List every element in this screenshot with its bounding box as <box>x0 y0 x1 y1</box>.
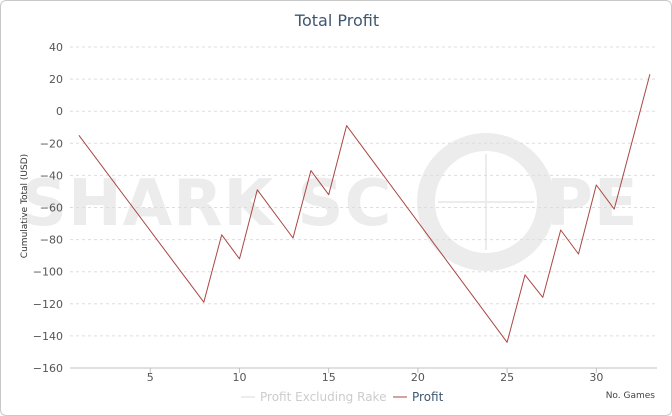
watermark-text-right: PE <box>546 167 639 241</box>
chart-title: Total Profit <box>294 11 379 30</box>
x-tick-label: 15 <box>322 371 336 384</box>
watermark-text-left: SHARK SC <box>21 167 392 241</box>
y-tick-label: −160 <box>33 362 63 375</box>
legend: Profit Excluding Rake Profit <box>241 390 444 404</box>
y-tick-label: −100 <box>33 266 63 279</box>
legend-item-profit: Profit <box>412 390 444 404</box>
y-axis-ticks: 40 20 0 −20 −40 −60 −80 −100 −120 −140 −160 <box>33 41 63 375</box>
x-axis-ticks: 5 10 15 20 25 30 <box>147 368 603 384</box>
y-tick-label: −140 <box>33 330 63 343</box>
y-tick-label: −80 <box>40 234 63 247</box>
series-line-profit <box>78 74 651 343</box>
watermark-scope-icon <box>417 133 555 271</box>
x-tick-label: 5 <box>147 371 154 384</box>
legend-item-profit-excluding-rake: Profit Excluding Rake <box>260 390 386 404</box>
series-lines <box>78 74 651 343</box>
x-tick-label: 30 <box>589 371 603 384</box>
y-tick-label: 40 <box>49 41 63 54</box>
y-tick-label: −20 <box>40 137 63 150</box>
grid-lines <box>70 46 657 337</box>
x-tick-label: 20 <box>411 371 425 384</box>
y-tick-label: −40 <box>40 169 63 182</box>
y-tick-label: −120 <box>33 298 63 311</box>
y-axis-label: Cumulative Total (USD) <box>20 154 30 258</box>
x-tick-label: 10 <box>232 371 246 384</box>
x-axis-label: No. Games <box>606 391 656 401</box>
x-tick-label: 25 <box>500 371 514 384</box>
y-tick-label: −60 <box>40 202 63 215</box>
sharkscope-watermark: SHARK SC PE <box>21 133 639 271</box>
y-tick-label: 20 <box>49 73 63 86</box>
y-tick-label: 0 <box>56 105 63 118</box>
